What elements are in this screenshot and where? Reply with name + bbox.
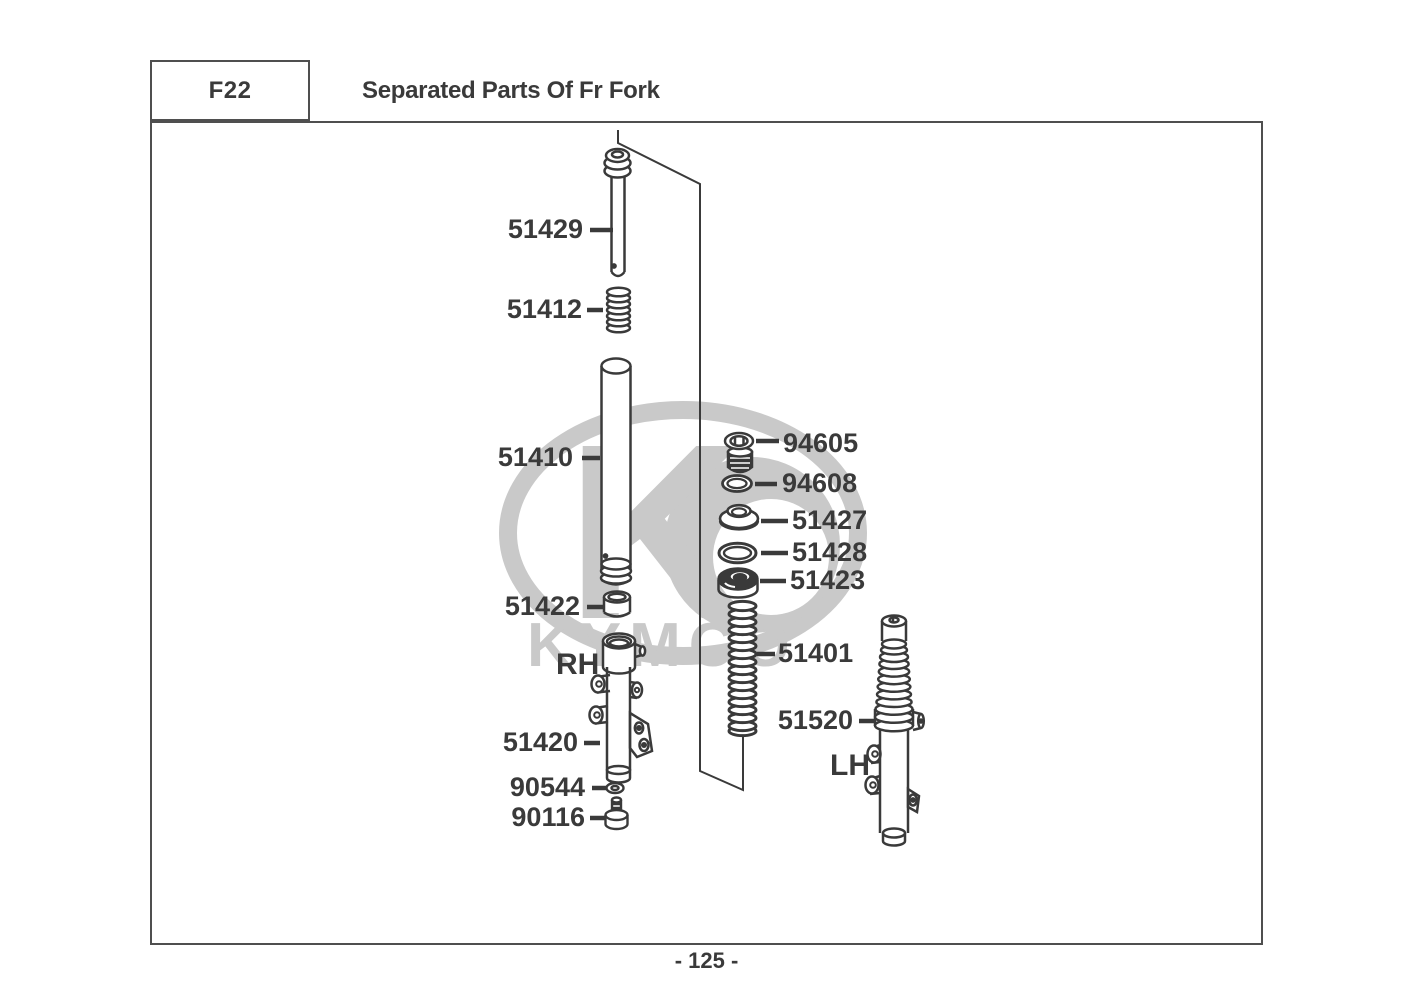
part-label-51428: 51428 bbox=[792, 537, 868, 567]
page-number: - 125 - bbox=[674, 948, 739, 973]
part-drawing-51423 bbox=[717, 567, 759, 599]
part-drawing-51412 bbox=[605, 286, 632, 334]
section-code: F22 bbox=[208, 76, 252, 104]
page-title: Separated Parts Of Fr Fork bbox=[362, 76, 660, 104]
part-label-51427: 51427 bbox=[792, 505, 868, 535]
assembly-panel-lines bbox=[617, 130, 744, 792]
section-code-box: F22 bbox=[150, 60, 310, 121]
part-label-51520: 51520 bbox=[777, 705, 853, 735]
part-label-94605: 94605 bbox=[783, 428, 859, 458]
part-drawing-51422 bbox=[602, 590, 632, 618]
part-label-51410: 51410 bbox=[497, 442, 573, 472]
part-drawing-94605 bbox=[723, 431, 755, 474]
part-drawing-51427 bbox=[718, 503, 760, 531]
part-drawing-51428 bbox=[717, 541, 758, 565]
exploded-diagram: K KYMCO bbox=[499, 130, 926, 847]
part-label-90544: 90544 bbox=[509, 772, 585, 802]
part-drawing-51410 bbox=[599, 357, 633, 586]
part-label-51420: 51420 bbox=[502, 727, 578, 757]
leader-lines bbox=[582, 227, 876, 821]
part-label-94608: 94608 bbox=[782, 468, 858, 498]
diagram-frame bbox=[150, 121, 1263, 945]
part-drawing-90544 bbox=[605, 781, 625, 795]
part-drawing-51520 bbox=[864, 614, 926, 847]
marker-lh: LH bbox=[830, 749, 870, 782]
part-drawing-51420 bbox=[588, 632, 654, 784]
marker-rh: RH bbox=[556, 648, 600, 681]
part-label-90116: 90116 bbox=[511, 802, 585, 832]
part-label-51412: 51412 bbox=[506, 294, 582, 324]
part-label-51401: 51401 bbox=[778, 638, 854, 668]
part-label-51422: 51422 bbox=[504, 591, 580, 621]
part-drawing-94608 bbox=[721, 474, 753, 493]
watermark-letter: K bbox=[566, 392, 747, 671]
part-drawing-90116 bbox=[604, 796, 629, 831]
part-label-51429: 51429 bbox=[507, 214, 583, 244]
part-drawing-51401 bbox=[727, 599, 758, 738]
part-label-51423: 51423 bbox=[790, 565, 866, 595]
part-drawing-51429 bbox=[603, 147, 632, 278]
